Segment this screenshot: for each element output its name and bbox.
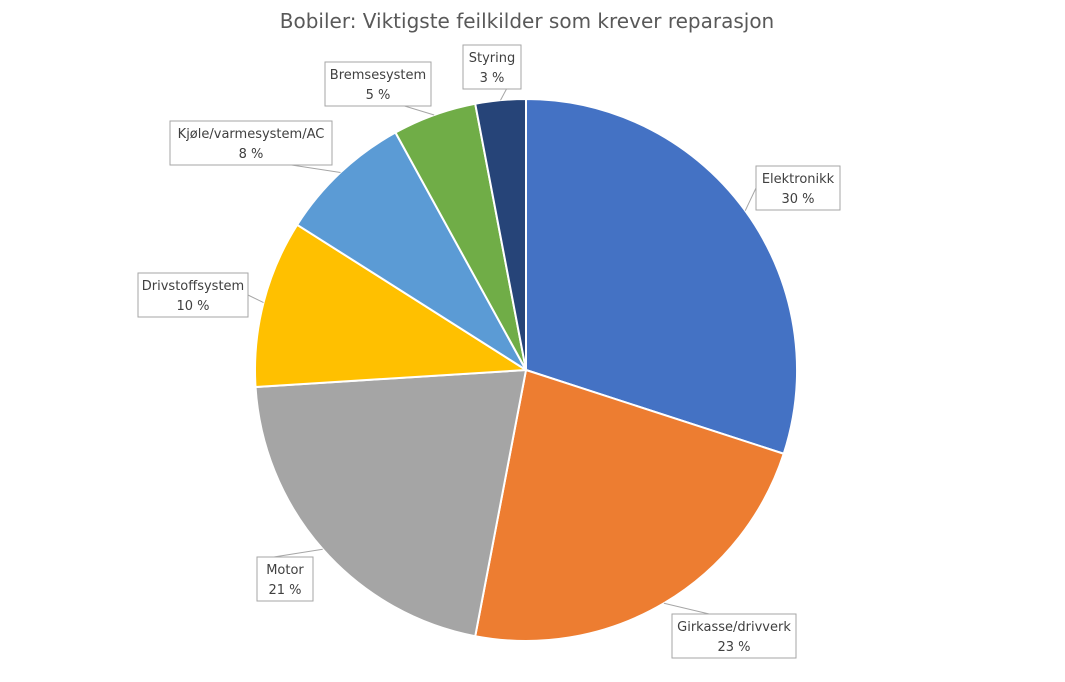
data-label-name: Kjøle/varmesystem/AC [178, 127, 325, 142]
pie-slice-drivstoffsystem [254, 223, 530, 389]
leader-line-kjole-varmesystem-ac [291, 164, 341, 173]
data-label-box [169, 120, 333, 166]
data-label-value: 10 % [176, 299, 209, 314]
data-label-value: 21 % [268, 583, 301, 598]
data-label-value: 8 % [239, 147, 264, 162]
leader-line-motor [273, 548, 323, 558]
leader-line-girkasse-drivverk [663, 602, 710, 615]
data-labels: Elektronikk 30 % Girkasse/drivverk 23 % Moto… [137, 44, 841, 659]
data-label-name: Elektronikk [762, 172, 835, 187]
data-label-name: Bremsesystem [330, 68, 426, 83]
data-label-value: 5 % [366, 88, 391, 103]
leader-line-elektronikk [744, 187, 757, 211]
leader-line-drivstoffsystem [247, 294, 264, 304]
data-label-bremsesystem: Bremsesystem 5 % [324, 61, 432, 107]
data-label-value: 3 % [480, 71, 505, 86]
data-label-box [671, 613, 797, 659]
leader-line-styring [500, 88, 507, 101]
data-label-drivstoffsystem: Drivstoffsystem 10 % [137, 272, 249, 318]
data-label-name: Girkasse/drivverk [677, 620, 791, 635]
leader-line-bremsesystem [404, 105, 435, 116]
pie-slices [254, 97, 798, 642]
data-label-kjole-varmesystem-ac: Kjøle/varmesystem/AC 8 % [169, 120, 333, 166]
data-label-box [256, 556, 314, 602]
data-label-girkasse-drivverk: Girkasse/drivverk 23 % [671, 613, 797, 659]
data-label-box [462, 44, 522, 90]
pie-slice-motor [254, 368, 528, 638]
data-label-box [324, 61, 432, 107]
data-label-name: Styring [469, 51, 516, 66]
leader-lines [247, 88, 757, 615]
data-label-styring: Styring 3 % [462, 44, 522, 90]
data-label-motor: Motor 21 % [256, 556, 314, 602]
pie-slice-girkasse-drivverk [474, 368, 785, 642]
data-label-elektronikk: Elektronikk 30 % [755, 165, 841, 211]
data-label-box [137, 272, 249, 318]
data-label-name: Drivstoffsystem [142, 279, 244, 294]
data-label-box [755, 165, 841, 211]
data-label-name: Motor [266, 563, 304, 578]
data-label-value: 30 % [781, 192, 814, 207]
pie-slice-elektronikk [525, 97, 798, 456]
chart-title: Bobiler: Viktigste feilkilder som krever… [280, 9, 774, 33]
data-label-value: 23 % [717, 640, 750, 655]
pie-slice-kjole-varmesystem-ac [295, 131, 527, 371]
